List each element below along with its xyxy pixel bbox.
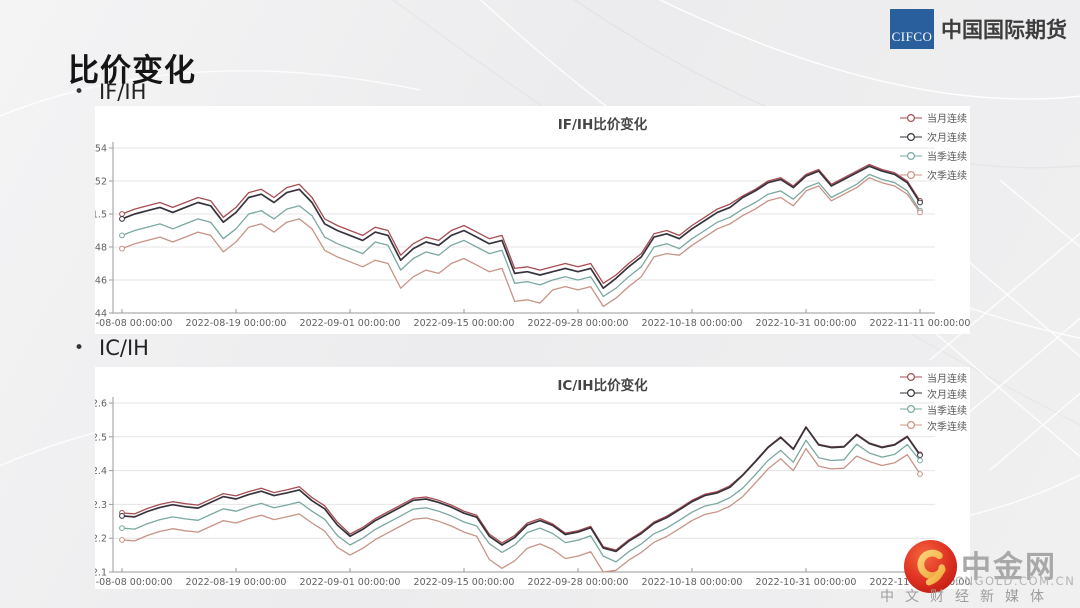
x-tick-label: 2022-10-31 00:00:00 bbox=[756, 318, 857, 329]
legend-item-dangyue[interactable]: 当月连续 bbox=[899, 369, 967, 385]
x-tick-label: 2022-10-31 00:00:00 bbox=[756, 577, 857, 588]
cifco-logo: CIFCO 中国国际期货 bbox=[890, 9, 1067, 49]
legend-item-ciji[interactable]: 次季连续 bbox=[899, 165, 967, 184]
legend-line-marker-icon bbox=[900, 170, 922, 179]
series-endpoint-marker bbox=[917, 199, 923, 206]
chart-title-ic-ih: IC/IH比价变化 bbox=[557, 378, 648, 394]
series-endpoint-marker bbox=[119, 216, 125, 222]
x-tick-label: 2022-09-01 00:00:00 bbox=[300, 318, 401, 329]
y-tick-label: 2.1 bbox=[95, 568, 107, 579]
x-tick-label: 2022-09-01 00:00:00 bbox=[300, 577, 401, 588]
x-tick-label: 2022-11-11 00:00:00 bbox=[870, 318, 970, 329]
chart-title-if-ih: IF/IH比价变化 bbox=[557, 117, 648, 133]
bullet-ic-ih: • IC/IH bbox=[74, 336, 149, 360]
legend-label: 当季连续 bbox=[927, 152, 967, 163]
x-tick-label: 2022-08-19 00:00:00 bbox=[186, 577, 287, 588]
y-tick-label: 1.54 bbox=[95, 144, 107, 155]
series-endpoint-marker bbox=[917, 209, 923, 216]
series-endpoint-marker bbox=[119, 211, 125, 217]
bullet-dot: • bbox=[74, 82, 85, 102]
series-line-3 bbox=[121, 177, 921, 308]
series-line-2 bbox=[121, 173, 921, 298]
cngold-watermark: 中金网 CNGOLD.COM.CN 中文财经新媒体 bbox=[865, 533, 1080, 608]
legend-label: 次季连续 bbox=[927, 421, 967, 433]
series-line-1 bbox=[121, 426, 921, 553]
series-endpoint-marker bbox=[119, 232, 125, 239]
legend-line-marker-icon bbox=[900, 113, 922, 122]
legend-item-ciyue[interactable]: 次月连续 bbox=[899, 385, 967, 401]
cngold-tagline: 中文财经新媒体 bbox=[880, 589, 1055, 605]
legend-line-marker-icon bbox=[900, 151, 922, 160]
series-line-2 bbox=[121, 439, 921, 563]
series-endpoint-marker bbox=[917, 457, 923, 464]
x-tick-label: 2022-10-18 00:00:00 bbox=[642, 318, 743, 329]
legend-label: 当月连续 bbox=[927, 373, 967, 385]
cngold-logo-icon bbox=[903, 539, 958, 594]
series-endpoint-marker bbox=[119, 513, 125, 519]
bullet-label-ic-ih: IC/IH bbox=[99, 336, 149, 360]
bullet-if-ih: • IF/IH bbox=[74, 80, 146, 104]
y-tick-label: 2.4 bbox=[95, 466, 107, 477]
legend-item-dangji[interactable]: 当季连续 bbox=[899, 146, 967, 165]
legend-label: 当季连续 bbox=[927, 405, 967, 417]
x-tick-label: 2022-08-08 00:00:00 bbox=[95, 577, 172, 588]
legend-item-dangji[interactable]: 当季连续 bbox=[899, 401, 967, 417]
y-tick-label: 2.6 bbox=[95, 399, 107, 410]
y-tick-label: 1.46 bbox=[95, 276, 107, 287]
bullet-dot: • bbox=[74, 338, 85, 358]
x-tick-label: 2022-09-15 00:00:00 bbox=[414, 318, 515, 329]
bullet-label-if-ih: IF/IH bbox=[99, 80, 147, 104]
legend-label: 次月连续 bbox=[927, 389, 967, 401]
legend-line-marker-icon bbox=[900, 132, 922, 141]
cngold-name: 中金网 bbox=[961, 550, 1057, 585]
x-tick-label: 2022-09-28 00:00:00 bbox=[528, 577, 629, 588]
line-chart-if-ih: 1.44 1.46 1.48 1.5 1.52 1.54 2022-08-08 00:00:… bbox=[95, 142, 970, 329]
legend-item-ciyue[interactable]: 次月连续 bbox=[899, 127, 967, 146]
legend-item-ciji[interactable]: 次季连续 bbox=[899, 417, 967, 433]
y-tick-label: 1.52 bbox=[95, 177, 107, 188]
x-tick-label: 2022-09-28 00:00:00 bbox=[528, 318, 629, 329]
legend-line-marker-icon bbox=[900, 404, 922, 414]
series-endpoint-marker bbox=[917, 452, 923, 458]
legend-line-marker-icon bbox=[900, 420, 922, 430]
series-endpoint-marker bbox=[119, 245, 125, 252]
y-tick-label: 1.44 bbox=[95, 309, 107, 320]
legend-label: 次季连续 bbox=[927, 171, 967, 182]
y-tick-label: 2.3 bbox=[95, 500, 107, 511]
x-tick-label: 2022-09-15 00:00:00 bbox=[414, 577, 515, 588]
legend-line-marker-icon bbox=[900, 388, 922, 398]
x-tick-label: 2022-08-19 00:00:00 bbox=[186, 318, 287, 329]
cifco-logo-mark: CIFCO bbox=[890, 9, 934, 49]
series-line-0 bbox=[121, 163, 921, 284]
x-tick-label: 2022-10-18 00:00:00 bbox=[642, 577, 743, 588]
line-chart-ic-ih: 2.1 2.2 2.3 2.4 2.5 2.6 2022-08-08 00:00:00 202… bbox=[95, 397, 970, 588]
y-tick-label: 1.48 bbox=[95, 243, 107, 254]
y-tick-label: 1.5 bbox=[95, 210, 107, 221]
series-endpoint-marker bbox=[119, 525, 125, 532]
y-tick-label: 2.2 bbox=[95, 534, 107, 545]
legend-label: 次月连续 bbox=[927, 133, 967, 144]
series-line-1 bbox=[121, 165, 921, 290]
cngold-domain: CNGOLD.COM.CN bbox=[955, 574, 1076, 588]
chart-legend: 当月连续 次月连续 当季连续 次季连续 bbox=[899, 108, 967, 184]
y-tick-label: 2.5 bbox=[95, 432, 107, 443]
chart-panel-ic-ih: IC/IH比价变化 当月连续 次月连续 当季连续 次季连续 2.12.22.32… bbox=[95, 367, 970, 589]
legend-item-dangyue[interactable]: 当月连续 bbox=[899, 108, 967, 127]
cifco-logo-name: 中国国际期货 bbox=[941, 18, 1067, 42]
series-line-3 bbox=[121, 447, 921, 573]
chart-legend: 当月连续 次月连续 当季连续 次季连续 bbox=[899, 369, 967, 433]
series-endpoint-marker bbox=[119, 537, 125, 543]
page-title: 比价变化 bbox=[68, 52, 196, 89]
series-endpoint-marker bbox=[917, 471, 923, 477]
chart-panel-if-ih: IF/IH比价变化 当月连续 次月连续 当季连续 次季连续 1.441.461.… bbox=[95, 106, 970, 334]
legend-label: 当月连续 bbox=[927, 114, 967, 125]
legend-line-marker-icon bbox=[900, 372, 922, 382]
x-tick-label: 2022-08-08 00:00:00 bbox=[95, 318, 172, 329]
